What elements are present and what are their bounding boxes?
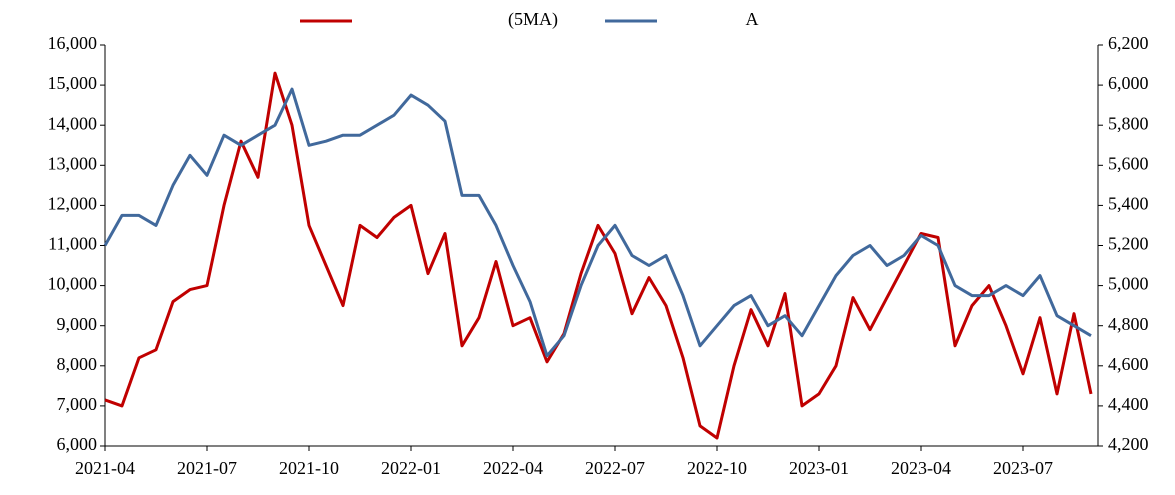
y2-tick-label: 4,800 <box>1108 314 1149 334</box>
x-tick-label: 2022-10 <box>687 458 747 478</box>
y2-tick-label: 4,400 <box>1108 394 1149 414</box>
y-tick-label: 16,000 <box>48 33 98 53</box>
y-tick-label: 14,000 <box>48 113 98 133</box>
y-tick-label: 11,000 <box>48 234 97 254</box>
y-tick-label: 12,000 <box>48 194 98 214</box>
y-tick-label: 9,000 <box>57 314 98 334</box>
legend-label: A <box>746 9 759 29</box>
y-tick-label: 8,000 <box>57 354 98 374</box>
x-tick-label: 2022-07 <box>585 458 645 478</box>
y2-tick-label: 5,400 <box>1108 194 1149 214</box>
y2-tick-label: 5,800 <box>1108 113 1149 133</box>
y2-tick-label: 5,600 <box>1108 153 1149 173</box>
x-tick-label: 2023-04 <box>891 458 951 478</box>
y2-tick-label: 4,200 <box>1108 434 1149 454</box>
y2-tick-label: 5,000 <box>1108 274 1149 294</box>
x-tick-label: 2021-10 <box>279 458 339 478</box>
x-tick-label: 2021-07 <box>177 458 237 478</box>
x-tick-label: 2022-04 <box>483 458 543 478</box>
y2-tick-label: 4,600 <box>1108 354 1149 374</box>
x-tick-label: 2022-01 <box>381 458 441 478</box>
y-tick-label: 6,000 <box>57 434 98 454</box>
y2-tick-label: 6,000 <box>1108 73 1149 93</box>
legend-label: (5MA) <box>508 9 558 30</box>
y2-tick-label: 5,200 <box>1108 234 1149 254</box>
y-tick-label: 10,000 <box>48 274 98 294</box>
x-tick-label: 2023-07 <box>993 458 1053 478</box>
y-tick-label: 7,000 <box>57 394 98 414</box>
y2-tick-label: 6,200 <box>1108 33 1149 53</box>
series-line <box>103 87 1092 358</box>
y-tick-label: 13,000 <box>48 153 98 173</box>
x-tick-label: 2023-01 <box>789 458 849 478</box>
series-line <box>104 71 1093 440</box>
x-tick-label: 2021-04 <box>75 458 135 478</box>
y-tick-label: 15,000 <box>48 73 98 93</box>
